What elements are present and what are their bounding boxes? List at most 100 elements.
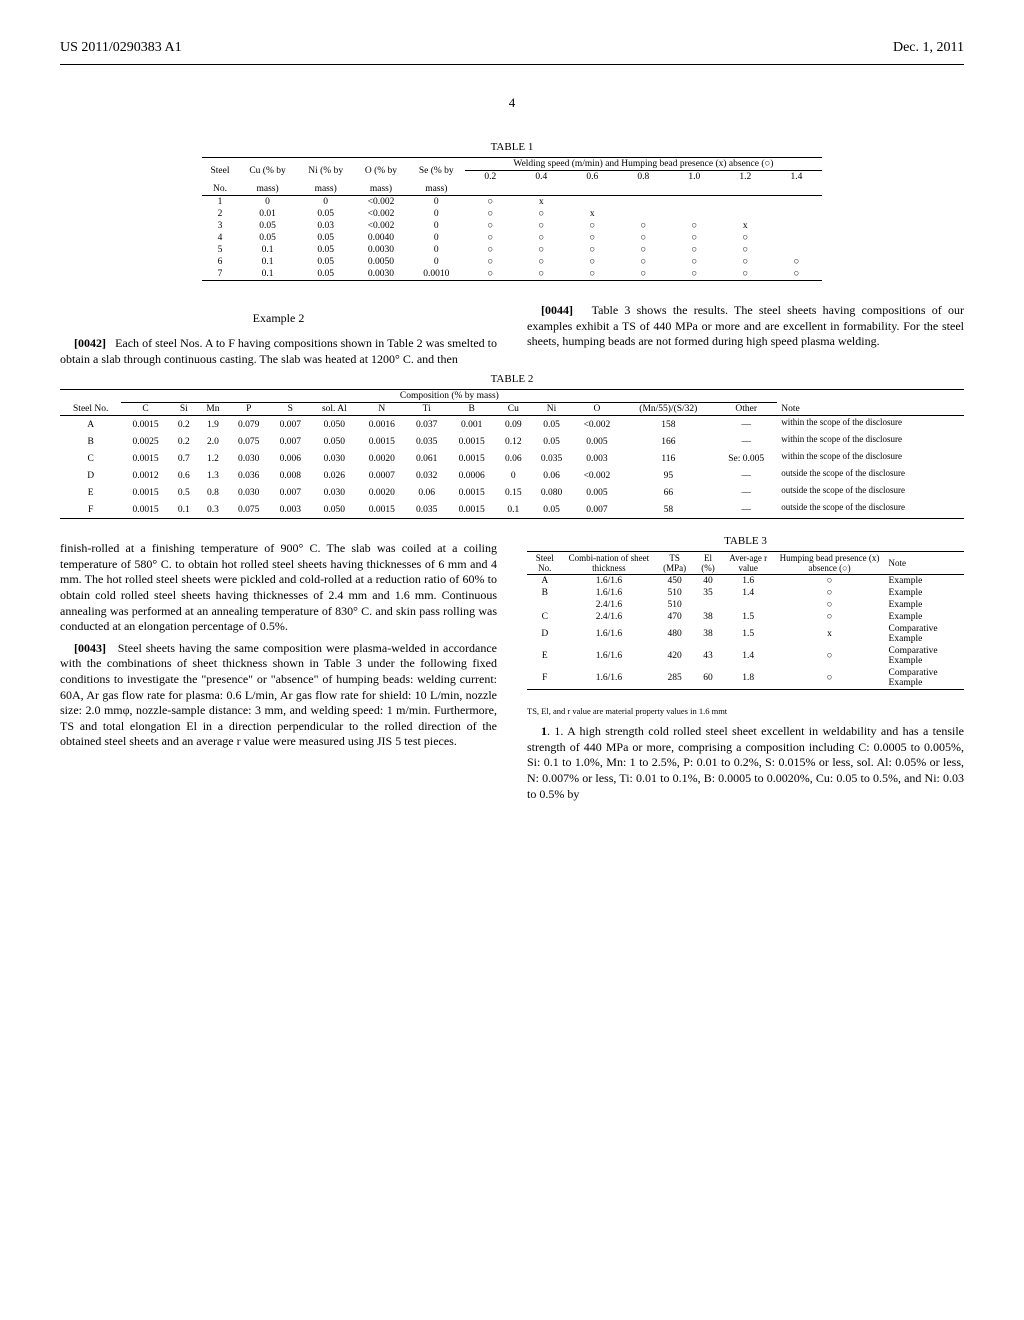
table2-cell: 0.0015: [121, 484, 169, 501]
table1-cell: 1: [202, 196, 238, 209]
table3-cell: 1.8: [722, 667, 775, 690]
table2-cell: 66: [622, 484, 716, 501]
table1-cell: [720, 208, 771, 220]
table3-cell: F: [527, 667, 563, 690]
table2-cell: 0.080: [531, 484, 573, 501]
table1-unit-col: mass): [297, 183, 354, 196]
table3-cell: C: [527, 611, 563, 623]
table3: Steel No.Combi-nation of sheet thickness…: [527, 551, 964, 690]
table2-cell: 0.032: [406, 467, 448, 484]
table2-cell: 166: [622, 433, 716, 450]
table1-cell: [771, 220, 822, 232]
table1-cell: ○: [567, 232, 618, 244]
table1-cell: ○: [720, 256, 771, 268]
table2-cell: 0.0015: [448, 501, 496, 519]
table2-cell: 0.050: [311, 501, 357, 519]
table2-cell: 0.2: [170, 433, 198, 450]
table2-caption: TABLE 2: [60, 373, 964, 385]
table1-caption: TABLE 1: [60, 141, 964, 153]
table3-cell: 1.4: [722, 587, 775, 599]
table2: Composition (% by mass) Steel No.CSiMnPS…: [60, 389, 964, 519]
table1-unit-col: mass): [408, 183, 465, 196]
table2-cell: 0.0015: [358, 501, 406, 519]
table1-cell: ○: [516, 220, 567, 232]
table1-cell: ○: [771, 256, 822, 268]
para-0044: [0044] Table 3 shows the results. The st…: [527, 303, 964, 350]
page-header: US 2011/0290383 A1 Dec. 1, 2011: [60, 40, 964, 56]
table2-cell: <0.002: [572, 467, 621, 484]
table2-cell: 0.030: [228, 484, 270, 501]
table3-col-header: Steel No.: [527, 552, 563, 575]
table1-cell: [669, 196, 720, 209]
table1-cell: ○: [465, 208, 516, 220]
table1-cell: 0: [408, 220, 465, 232]
table2-cell: 0.0015: [121, 450, 169, 467]
table1-unit-col: No.: [202, 183, 238, 196]
table1-cell: ○: [720, 232, 771, 244]
table1-speed-col: 1.0: [669, 171, 720, 184]
table3-cell: 480: [655, 623, 694, 645]
table2-col-header: (Mn/55)/(S/32): [622, 403, 716, 416]
table2-cell: 0.037: [406, 416, 448, 434]
table2-col-header: B: [448, 403, 496, 416]
table1-cell: ○: [720, 244, 771, 256]
table2-cell: 0.6: [170, 467, 198, 484]
table3-col-header: TS (MPa): [655, 552, 694, 575]
table2-col-header: Note: [777, 403, 964, 416]
table2-cell: 0.007: [270, 484, 312, 501]
table2-col-header: C: [121, 403, 169, 416]
table1-h-cu: Cu (% by: [238, 158, 297, 184]
table2-cell: 0.007: [572, 501, 621, 519]
table1-cell: ○: [669, 244, 720, 256]
table3-col-header: Aver-age r value: [722, 552, 775, 575]
table1-cell: 0.0050: [354, 256, 408, 268]
table1-cell: 0.1: [238, 244, 297, 256]
table2-cell: outside the scope of the disclosure: [777, 484, 964, 501]
patent-number: US 2011/0290383 A1: [60, 40, 182, 56]
table1-cell: ○: [618, 268, 669, 281]
table3-cell: 38: [694, 611, 722, 623]
table2-col-header: Steel No.: [60, 403, 121, 416]
table3-cell: 1.5: [722, 623, 775, 645]
table1-cell: 6: [202, 256, 238, 268]
para-0044-text: Table 3 shows the results. The steel she…: [527, 303, 964, 348]
table2-cell: 0.05: [531, 501, 573, 519]
table2-cell: 0.05: [531, 433, 573, 450]
table3-cell: 38: [694, 623, 722, 645]
table1-cell: 0.0030: [354, 244, 408, 256]
table2-cell: 0.1: [170, 501, 198, 519]
table1-cell: ○: [516, 232, 567, 244]
table3-cell: 510: [655, 587, 694, 599]
claim-1-text: 1. A high strength cold rolled steel she…: [527, 724, 964, 800]
table1-cell: [771, 232, 822, 244]
table3-cell: 1.6/1.6: [563, 623, 656, 645]
table2-col-header: sol. Al: [311, 403, 357, 416]
table3-cell: ○: [774, 575, 884, 588]
table1-cell: ○: [567, 220, 618, 232]
table3-col-header: Note: [885, 552, 964, 575]
table1-cell: ○: [516, 208, 567, 220]
table3-cell: A: [527, 575, 563, 588]
table2-col-header: Ni: [531, 403, 573, 416]
table3-cell: 510: [655, 599, 694, 611]
table1-cell: ○: [567, 268, 618, 281]
table3-cell: ○: [774, 645, 884, 667]
table3-cell: 285: [655, 667, 694, 690]
table3-cell: Example: [885, 599, 964, 611]
table1-cell: x: [516, 196, 567, 209]
table3-cell: x: [774, 623, 884, 645]
table3-cell: Example: [885, 575, 964, 588]
table2-cell: 0.030: [228, 450, 270, 467]
table3-cell: [527, 599, 563, 611]
example2-heading: Example 2: [60, 311, 497, 326]
table1-unit-col: mass): [354, 183, 408, 196]
table2-cell: 95: [622, 467, 716, 484]
table3-cell: 1.6/1.6: [563, 575, 656, 588]
table3-cell: 40: [694, 575, 722, 588]
table1-cell: 0: [238, 196, 297, 209]
table2-cell: within the scope of the disclosure: [777, 416, 964, 434]
table2-cell: 0.075: [228, 433, 270, 450]
table3-cell: 420: [655, 645, 694, 667]
table2-cell: 0.06: [406, 484, 448, 501]
page-number: 4: [60, 95, 964, 111]
